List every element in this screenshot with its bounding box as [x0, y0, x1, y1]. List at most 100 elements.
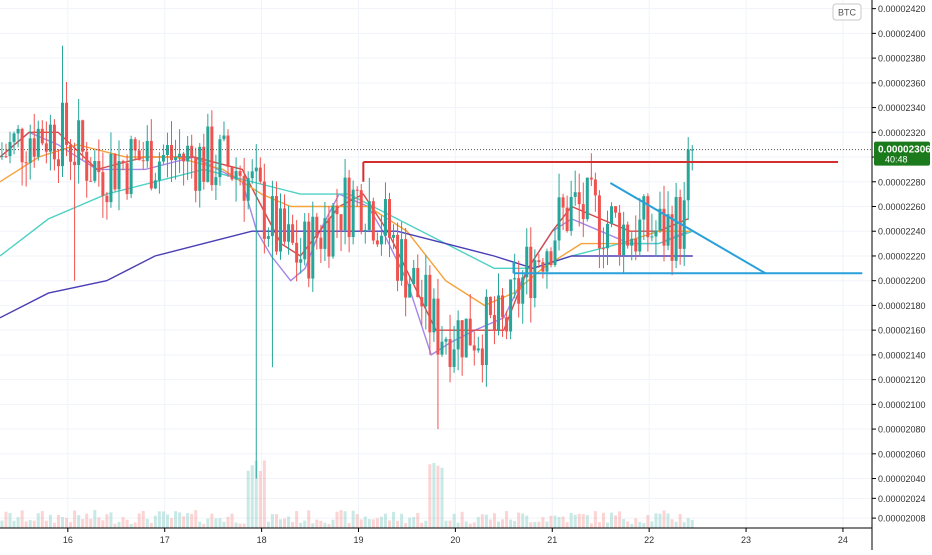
- candle-body[interactable]: [464, 318, 468, 358]
- candle-body[interactable]: [601, 248, 605, 250]
- currency-badge[interactable]: BTC: [832, 3, 862, 21]
- candle-body[interactable]: [654, 230, 658, 237]
- candle-body[interactable]: [222, 135, 226, 140]
- candle-body[interactable]: [218, 139, 222, 178]
- candle-body[interactable]: [250, 171, 254, 179]
- candle-body[interactable]: [674, 197, 678, 261]
- candle-body[interactable]: [476, 348, 480, 351]
- candle-body[interactable]: [20, 128, 24, 163]
- candle-body[interactable]: [686, 149, 690, 201]
- candle-body[interactable]: [537, 260, 541, 263]
- candle-body[interactable]: [109, 153, 113, 203]
- candle-body[interactable]: [190, 145, 194, 157]
- candle-body[interactable]: [274, 196, 278, 252]
- candle-body[interactable]: [89, 180, 93, 182]
- candle-body[interactable]: [214, 177, 218, 186]
- candle-body[interactable]: [335, 205, 339, 215]
- candle-body[interactable]: [242, 175, 246, 201]
- candle-body[interactable]: [16, 128, 20, 134]
- candle-body[interactable]: [327, 218, 331, 257]
- candle-body[interactable]: [396, 234, 400, 281]
- candle-body[interactable]: [295, 242, 299, 263]
- candle-body[interactable]: [371, 201, 375, 241]
- candle-body[interactable]: [460, 320, 464, 358]
- candle-body[interactable]: [129, 139, 133, 195]
- candle-body[interactable]: [186, 145, 190, 162]
- candle-body[interactable]: [113, 153, 117, 190]
- candle-body[interactable]: [379, 235, 383, 245]
- candle-body[interactable]: [254, 167, 258, 172]
- candle-body[interactable]: [339, 214, 343, 231]
- candle-body[interactable]: [315, 216, 319, 238]
- candle-body[interactable]: [618, 212, 622, 256]
- candle-body[interactable]: [468, 318, 472, 346]
- candle-body[interactable]: [145, 140, 149, 162]
- candle-body[interactable]: [331, 205, 335, 257]
- candle-body[interactable]: [278, 208, 282, 252]
- candle-body[interactable]: [363, 229, 367, 232]
- candle-body[interactable]: [452, 349, 456, 367]
- candle-body[interactable]: [626, 224, 630, 246]
- candle-body[interactable]: [182, 153, 186, 162]
- candle-body[interactable]: [505, 317, 509, 332]
- candle-body[interactable]: [287, 224, 291, 242]
- candle-body[interactable]: [569, 196, 573, 231]
- candle-body[interactable]: [436, 298, 440, 355]
- candle-body[interactable]: [226, 135, 230, 167]
- candle-body[interactable]: [44, 143, 48, 152]
- candle-body[interactable]: [517, 278, 521, 304]
- candle-body[interactable]: [605, 223, 609, 249]
- candle-body[interactable]: [589, 177, 593, 180]
- candle-body[interactable]: [81, 120, 85, 152]
- candle-body[interactable]: [690, 149, 694, 151]
- candle-body[interactable]: [137, 150, 141, 161]
- candle-body[interactable]: [549, 251, 553, 266]
- candle-body[interactable]: [440, 341, 444, 355]
- candle-body[interactable]: [65, 102, 69, 145]
- candle-body[interactable]: [153, 180, 157, 189]
- candle-body[interactable]: [432, 298, 436, 333]
- candle-body[interactable]: [662, 208, 666, 246]
- candle-body[interactable]: [194, 156, 198, 191]
- candle-body[interactable]: [311, 216, 315, 279]
- candle-body[interactable]: [525, 246, 529, 278]
- candle-body[interactable]: [169, 145, 173, 161]
- candle-body[interactable]: [488, 296, 492, 315]
- candle-body[interactable]: [73, 161, 77, 166]
- candle-body[interactable]: [416, 267, 420, 298]
- candle-body[interactable]: [392, 234, 396, 238]
- candle-body[interactable]: [105, 195, 109, 203]
- candle-body[interactable]: [210, 126, 214, 186]
- candle-body[interactable]: [614, 206, 618, 213]
- candle-body[interactable]: [496, 295, 500, 330]
- candle-body[interactable]: [125, 163, 129, 195]
- candle-body[interactable]: [577, 192, 581, 205]
- candle-body[interactable]: [666, 214, 670, 246]
- candle-body[interactable]: [400, 239, 404, 281]
- candle-body[interactable]: [622, 224, 626, 256]
- candle-body[interactable]: [48, 124, 52, 152]
- candle-body[interactable]: [359, 190, 363, 232]
- candle-body[interactable]: [4, 156, 8, 158]
- candle-body[interactable]: [581, 204, 585, 220]
- candle-body[interactable]: [456, 320, 460, 350]
- candle-body[interactable]: [178, 153, 182, 158]
- candle-body[interactable]: [77, 120, 81, 166]
- candle-body[interactable]: [383, 199, 387, 236]
- candle-body[interactable]: [230, 166, 234, 180]
- candle-body[interactable]: [270, 196, 274, 237]
- candle-body[interactable]: [404, 239, 408, 298]
- candle-body[interactable]: [428, 274, 432, 333]
- candle-body[interactable]: [303, 221, 307, 260]
- candle-body[interactable]: [682, 200, 686, 249]
- candle-body[interactable]: [28, 138, 32, 163]
- candle-body[interactable]: [533, 260, 537, 299]
- candle-body[interactable]: [658, 208, 662, 231]
- candle-body[interactable]: [561, 197, 565, 208]
- candle-body[interactable]: [157, 161, 161, 181]
- candle-body[interactable]: [93, 161, 97, 181]
- candle-body[interactable]: [24, 162, 28, 164]
- candle-body[interactable]: [165, 145, 169, 155]
- candle-body[interactable]: [283, 208, 287, 242]
